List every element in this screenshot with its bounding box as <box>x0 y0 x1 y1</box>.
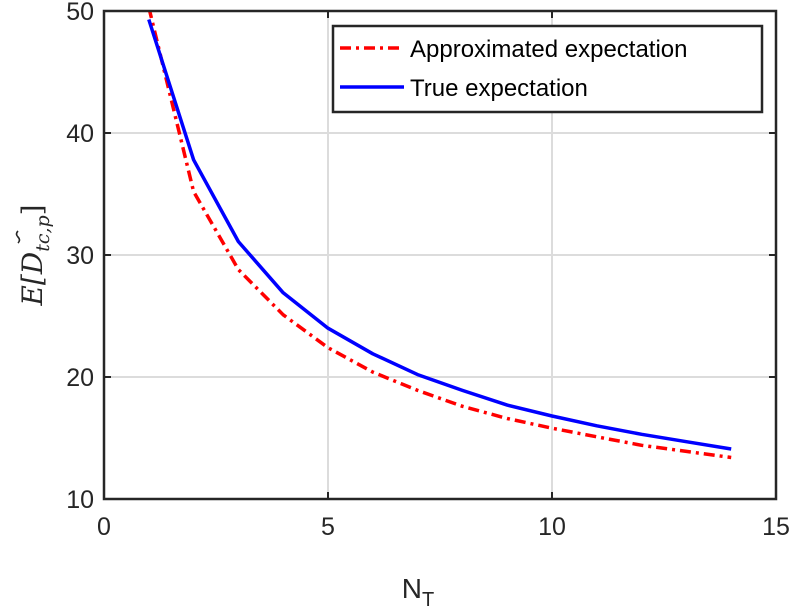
x-tick-label: 10 <box>538 513 566 541</box>
y-axis-label-prefix: E[ <box>16 273 49 306</box>
legend: Approximated expectation True expectation <box>331 24 764 114</box>
y-tick-label: 10 <box>66 486 94 514</box>
series-line-2 <box>147 18 732 451</box>
legend-label-2: True expectation <box>410 75 588 102</box>
y-tick-label: 30 <box>66 242 94 270</box>
x-tick-label: 5 <box>321 513 335 541</box>
y-tick-label: 40 <box>66 120 94 148</box>
y-axis-label-symbol: D <box>16 252 49 275</box>
legend-label-1: Approximated expectation <box>410 36 688 63</box>
y-axis-label-suffix: ] <box>16 204 49 215</box>
series-group <box>147 11 732 460</box>
legend-box <box>331 24 764 114</box>
x-tick-label: 0 <box>97 513 111 541</box>
x-axis-label: NT <box>402 573 434 609</box>
y-tick-label: 50 <box>66 0 94 26</box>
y-axis-label-tilde <box>15 230 21 244</box>
y-tick-label: 20 <box>66 364 94 392</box>
x-axis: 0 5 10 15 <box>97 11 790 541</box>
series-line-1 <box>147 11 732 460</box>
y-axis-label: E[Dtc,p] <box>16 204 54 306</box>
x-axis-label-subscript: T <box>422 589 434 609</box>
y-axis-label-subscript: tc,p <box>32 215 54 251</box>
y-axis: 10 20 30 40 50 <box>66 0 776 514</box>
x-tick-label: 15 <box>762 513 790 541</box>
